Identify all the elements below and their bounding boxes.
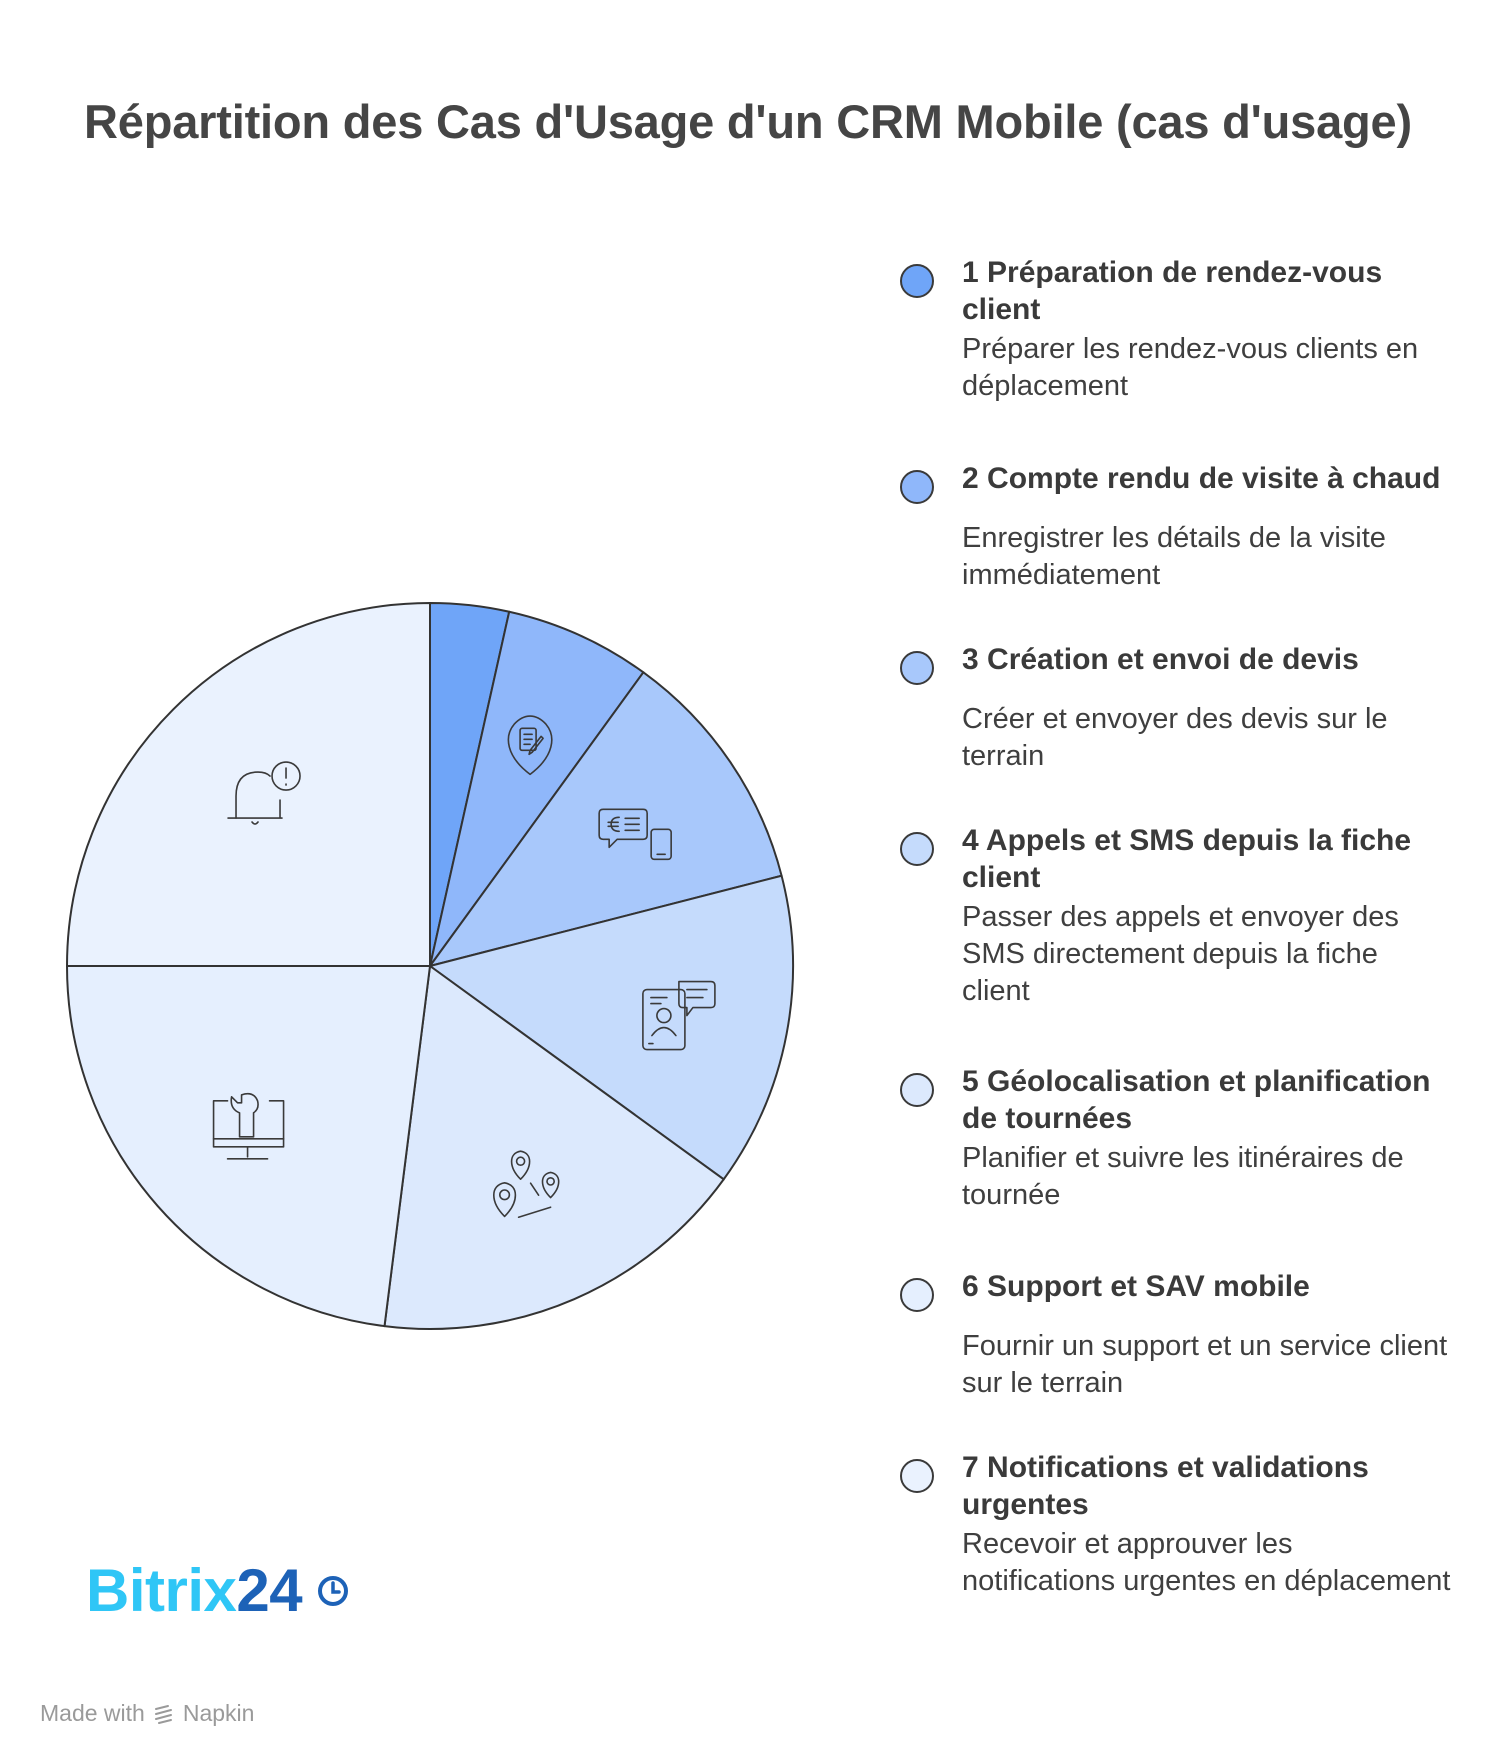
pie-slice-5 bbox=[383, 965, 725, 1331]
legend-title-7: 7 Notifications et validations urgentes bbox=[962, 1451, 1369, 1521]
legend-desc-5: Planifier et suivre les itinéraires de t… bbox=[962, 1142, 1404, 1211]
bitrix24-logo: Bitrix24 bbox=[86, 1557, 303, 1624]
legend-dot-4 bbox=[900, 832, 934, 866]
legend-dot-2 bbox=[900, 470, 934, 504]
legend-desc-3: Créer et envoyer des devis sur le terrai… bbox=[962, 703, 1388, 772]
legend-title-4: 4 Appels et SMS depuis la fiche client bbox=[962, 824, 1412, 894]
pie-slice-3 bbox=[429, 671, 783, 967]
pie-slice-2 bbox=[429, 610, 645, 967]
legend-desc-2: Enregistrer les détails de la visite imm… bbox=[962, 522, 1386, 591]
legend-desc-6: Fournir un support et un service client … bbox=[962, 1330, 1448, 1399]
legend-dot-5 bbox=[900, 1073, 934, 1107]
legend-dot-7 bbox=[900, 1459, 934, 1493]
bell-alert-icon bbox=[227, 761, 301, 825]
chart-title: Répartition des Cas d'Usage d'un CRM Mob… bbox=[84, 95, 1412, 148]
euro-message-phone-icon bbox=[598, 808, 672, 861]
clock-icon bbox=[318, 1576, 348, 1606]
pie-slice-7 bbox=[66, 602, 431, 967]
location-document-icon bbox=[507, 715, 553, 776]
legend-title-6: 6 Support et SAV mobile bbox=[962, 1270, 1310, 1303]
legend-title-2: 2 Compte rendu de visite à chaud bbox=[962, 462, 1441, 495]
legend-title-1: 1 Préparation de rendez-vous client bbox=[962, 256, 1383, 326]
made-with-napkin: Made with Napkin bbox=[40, 1700, 255, 1726]
legend-desc-4: Passer des appels et envoyer des SMS dir… bbox=[962, 901, 1399, 1007]
napkin-logo-icon bbox=[154, 1704, 172, 1724]
legend-desc-1: Préparer les rendez-vous clients en dépl… bbox=[962, 333, 1419, 402]
monitor-wrench-icon bbox=[212, 1092, 285, 1160]
legend-dot-6 bbox=[900, 1278, 934, 1312]
legend-title-3: 3 Création et envoi de devis bbox=[962, 643, 1359, 676]
legend-title-5: 5 Géolocalisation et planification de to… bbox=[962, 1065, 1431, 1135]
pie-slice-4 bbox=[429, 874, 795, 1181]
tablet-contact-message-icon bbox=[642, 980, 716, 1051]
legend-desc-7: Recevoir et approuver les notifications … bbox=[962, 1528, 1451, 1597]
map-route-pins-icon bbox=[492, 1150, 560, 1219]
legend-dot-1 bbox=[900, 264, 934, 298]
legend-dot-3 bbox=[900, 651, 934, 685]
